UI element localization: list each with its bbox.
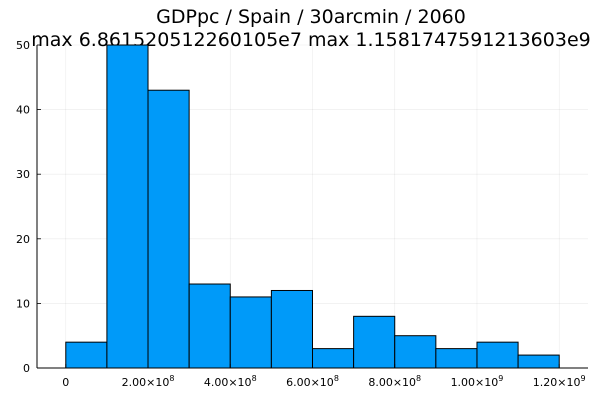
histogram-bar-11 — [517, 354, 560, 369]
histogram-bar-4 — [229, 296, 272, 369]
x-tick-label-3: 6.00×108 — [286, 374, 339, 389]
histogram-bar-9 — [435, 348, 478, 369]
chart-subtitle: max 6.861520512260105e7 max 1.1581747591… — [31, 29, 590, 51]
x-tick-label-4: 8.00×108 — [368, 374, 421, 389]
y-tick-label-4: 40 — [16, 104, 30, 117]
histogram-bar-8 — [394, 335, 437, 369]
x-tick-label-0: 0 — [62, 376, 69, 389]
chart-title: GDPpc / Spain / 30arcmin / 2060 — [156, 6, 466, 28]
x-tick-label-2: 4.00×108 — [204, 374, 257, 389]
y-tick-label-5: 50 — [16, 39, 30, 52]
histogram-bar-3 — [188, 283, 231, 369]
histogram-bar-10 — [476, 341, 519, 369]
histogram-bar-6 — [312, 348, 355, 369]
bars — [65, 44, 560, 369]
ticks: 0 10 20 30 40 50 0 2.00×108 4.00×108 6.00×108 8.00… — [16, 39, 586, 389]
x-tick-label-1: 2.00×108 — [122, 374, 175, 389]
y-tick-label-1: 10 — [16, 297, 30, 310]
histogram-bar-5 — [270, 289, 313, 369]
histogram-bar-1 — [106, 44, 149, 369]
histogram-bar-2 — [147, 89, 190, 369]
y-tick-label-2: 20 — [16, 233, 30, 246]
histogram-bar-0 — [65, 341, 108, 369]
x-tick-label-5: 1.00×109 — [451, 374, 504, 389]
x-tick-label-6: 1.20×109 — [533, 374, 586, 389]
y-tick-label-3: 30 — [16, 168, 30, 181]
histogram-bar-7 — [353, 315, 396, 369]
y-tick-label-0: 0 — [23, 362, 30, 375]
